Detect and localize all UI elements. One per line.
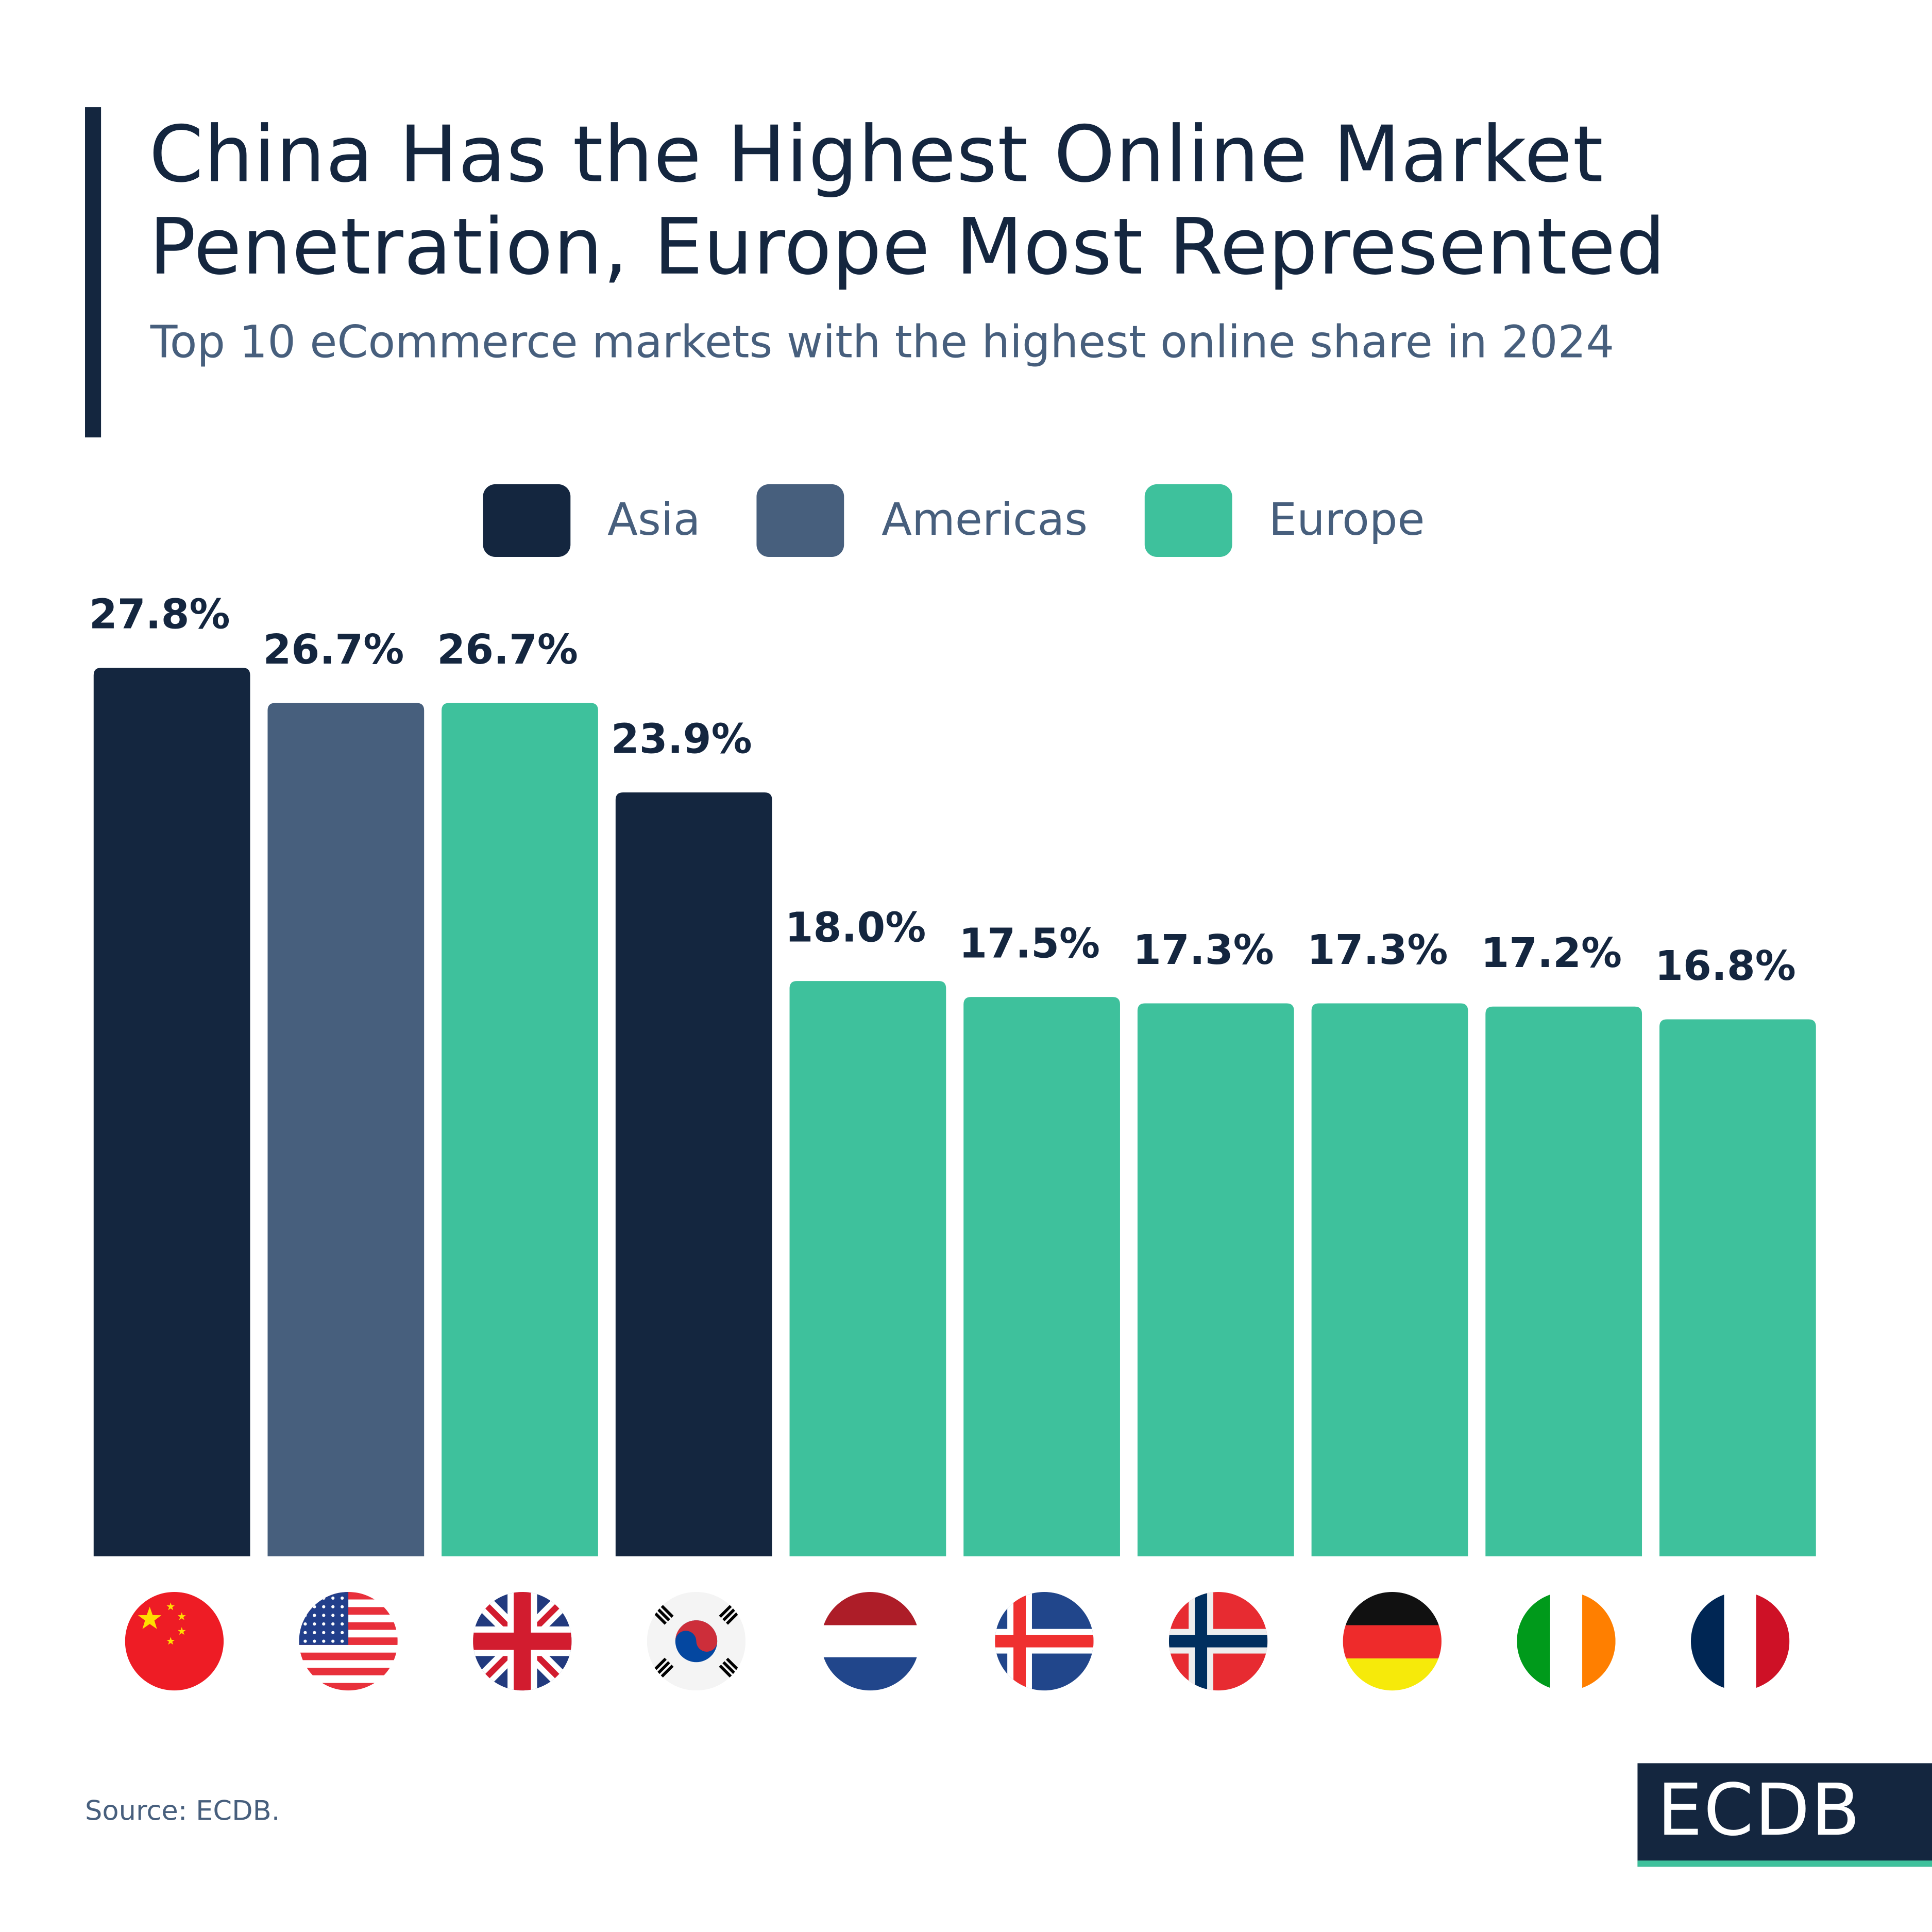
legend-label: Asia: [607, 495, 701, 546]
logo-text: ECDB: [1657, 1768, 1861, 1852]
flag-norway-icon: [1168, 1591, 1268, 1691]
bar-ireland: [1485, 1006, 1642, 1556]
data-label: 17.3%: [1133, 926, 1274, 974]
data-label: 26.7%: [263, 626, 404, 673]
legend: Asia Americas Europe: [483, 484, 1482, 557]
bar-united-kingdom: [442, 703, 598, 1556]
bar-south-korea: [615, 792, 772, 1556]
chart-subtitle: Top 10 eCommerce markets with the highes…: [150, 318, 1615, 369]
flag-germany-icon: [1343, 1591, 1442, 1691]
source-note: Source: ECDB.: [85, 1796, 280, 1827]
data-label: 27.8%: [89, 591, 230, 638]
legend-swatch-americas: [757, 484, 845, 557]
legend-item-asia: Asia: [483, 484, 701, 557]
legend-swatch-europe: [1144, 484, 1232, 557]
flag-netherlands-icon: [821, 1591, 920, 1691]
bar-norway: [1137, 1003, 1294, 1556]
data-label: 17.5%: [959, 920, 1100, 968]
data-label: 23.9%: [611, 716, 752, 763]
legend-item-americas: Americas: [757, 484, 1088, 557]
legend-label: Europe: [1268, 495, 1425, 546]
title-accent-bar: [85, 107, 101, 438]
flag-ireland-icon: [1517, 1591, 1616, 1691]
flag-south-korea-icon: [647, 1591, 746, 1691]
bar-netherlands: [789, 981, 946, 1556]
legend-item-europe: Europe: [1144, 484, 1425, 557]
legend-label: Americas: [882, 495, 1088, 546]
flag-iceland-icon: [995, 1591, 1094, 1691]
bar-germany: [1311, 1003, 1468, 1556]
legend-swatch-asia: [483, 484, 571, 557]
ecdb-logo: ECDB: [1637, 1763, 1932, 1867]
chart-title: China Has the Highest Online Market Pene…: [149, 109, 1666, 292]
data-label: 18.0%: [785, 904, 926, 952]
bar-united-states: [267, 703, 425, 1556]
bar-iceland: [963, 997, 1120, 1556]
flag-uk-icon: [473, 1591, 572, 1691]
flag-usa-icon: [299, 1591, 398, 1691]
flag-china-icon: [125, 1591, 224, 1691]
bar-france: [1659, 1019, 1816, 1556]
bar-china: [93, 668, 250, 1556]
data-label: 26.7%: [437, 626, 578, 673]
data-label: 16.8%: [1655, 942, 1796, 990]
flag-france-icon: [1690, 1591, 1790, 1691]
data-label: 17.3%: [1307, 926, 1448, 974]
data-label: 17.2%: [1481, 929, 1622, 977]
